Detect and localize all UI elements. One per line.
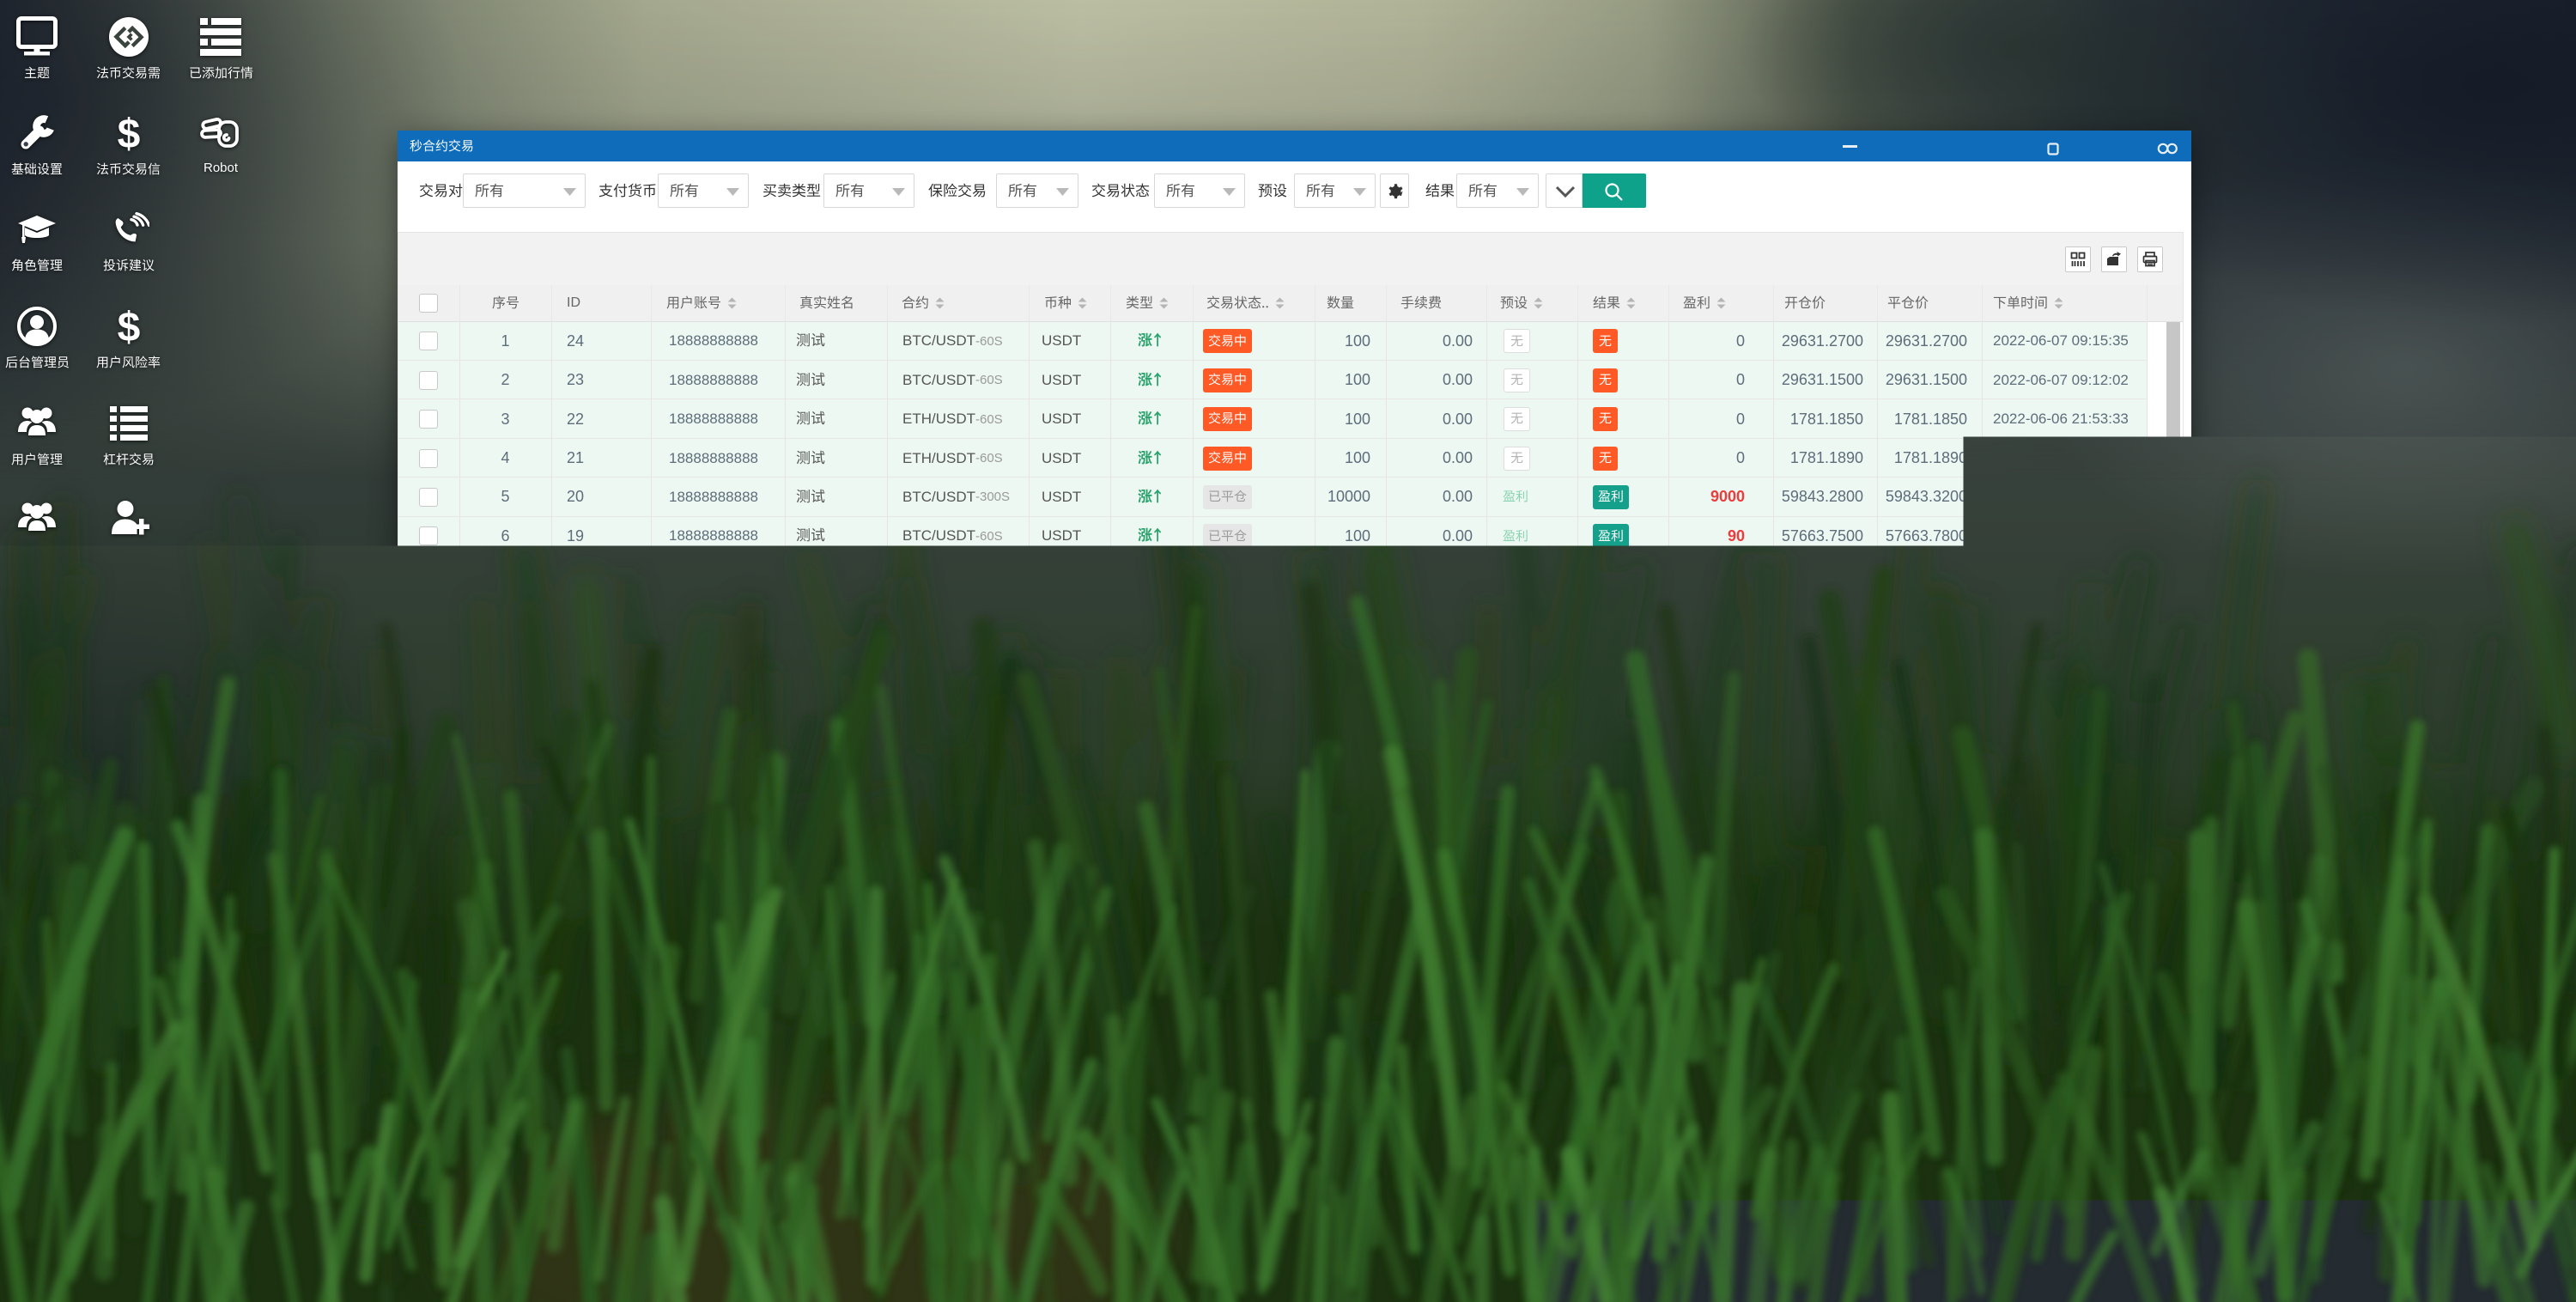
svg-text:$: $ xyxy=(118,113,141,154)
svg-text:B: B xyxy=(21,1080,49,1120)
svg-text:$: $ xyxy=(118,306,141,347)
